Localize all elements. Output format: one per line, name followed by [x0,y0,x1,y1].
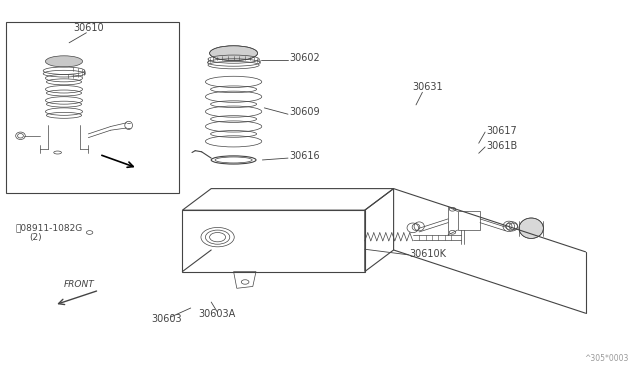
Text: 30617: 30617 [486,126,517,136]
Ellipse shape [519,218,543,238]
Text: 30610: 30610 [74,23,104,33]
Text: FRONT: FRONT [64,280,95,289]
Text: 30609: 30609 [289,107,320,117]
Text: 30603A: 30603A [198,309,236,319]
Ellipse shape [210,46,258,61]
Text: 3061B: 3061B [486,141,518,151]
Text: ⓝ08911-1082G: ⓝ08911-1082G [16,224,83,232]
Text: ^305*0003: ^305*0003 [584,354,628,363]
Text: 30616: 30616 [289,151,320,161]
Bar [6,22,179,193]
Text: 30603: 30603 [151,314,182,324]
Text: 30602: 30602 [289,53,320,63]
Bar [458,211,480,230]
Text: 30610K: 30610K [410,249,447,259]
Ellipse shape [45,56,83,67]
Text: 30631: 30631 [413,82,444,92]
Text: (2): (2) [29,233,42,242]
